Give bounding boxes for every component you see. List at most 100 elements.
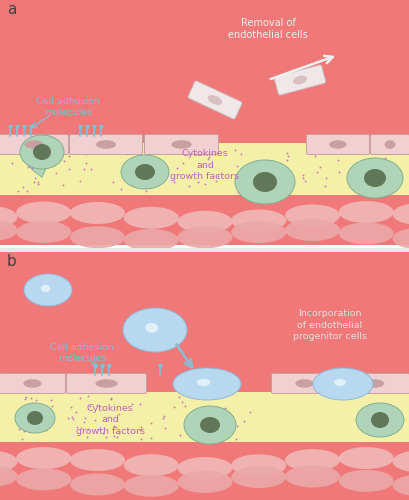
Point [215, 392, 222, 400]
Point [66, 166, 72, 173]
Point [186, 182, 193, 190]
Point [16, 424, 22, 432]
Point [130, 180, 137, 188]
Ellipse shape [70, 474, 125, 496]
Point [382, 154, 388, 162]
Ellipse shape [339, 222, 394, 244]
FancyBboxPatch shape [0, 134, 68, 154]
Ellipse shape [339, 470, 394, 492]
Point [161, 412, 167, 420]
Text: a: a [7, 2, 16, 17]
Ellipse shape [393, 228, 409, 250]
Ellipse shape [146, 323, 158, 333]
Point [148, 434, 155, 442]
Point [39, 404, 46, 411]
Point [188, 412, 194, 420]
Point [72, 408, 79, 416]
Point [44, 148, 50, 156]
Point [232, 146, 238, 154]
Ellipse shape [0, 219, 18, 241]
Point [118, 144, 124, 152]
Point [239, 175, 246, 183]
Point [69, 413, 75, 421]
Point [23, 393, 29, 401]
Point [133, 164, 139, 172]
Bar [0, 392, 409, 442]
Point [117, 186, 124, 194]
Ellipse shape [41, 285, 50, 292]
Point [47, 396, 54, 404]
Bar [0, 252, 409, 500]
Ellipse shape [253, 172, 277, 192]
Point [352, 173, 359, 181]
Ellipse shape [285, 219, 340, 241]
Ellipse shape [231, 466, 286, 488]
Point [204, 436, 211, 444]
Point [186, 432, 193, 440]
Point [99, 428, 106, 436]
Ellipse shape [15, 403, 55, 433]
Ellipse shape [356, 403, 404, 437]
Point [82, 158, 89, 166]
Bar [0, 248, 409, 252]
Point [35, 180, 41, 188]
Point [28, 394, 34, 402]
Point [43, 426, 50, 434]
Ellipse shape [364, 169, 386, 187]
Point [83, 433, 90, 441]
Point [20, 183, 26, 191]
Ellipse shape [0, 450, 18, 472]
Ellipse shape [285, 449, 340, 471]
Point [78, 424, 84, 432]
Ellipse shape [393, 203, 409, 225]
Point [35, 178, 42, 186]
Ellipse shape [96, 140, 116, 149]
Point [305, 147, 312, 155]
Point [142, 166, 149, 173]
Point [368, 155, 375, 163]
Point [182, 402, 188, 410]
Ellipse shape [123, 308, 187, 352]
Point [31, 174, 38, 182]
Point [15, 188, 21, 196]
Point [234, 176, 240, 184]
Ellipse shape [135, 164, 155, 180]
Point [347, 174, 353, 182]
Point [137, 400, 143, 408]
Point [81, 418, 88, 426]
Point [105, 144, 112, 152]
Ellipse shape [0, 465, 18, 487]
Point [9, 158, 16, 166]
Point [171, 178, 178, 186]
Point [227, 410, 234, 418]
Point [103, 434, 109, 442]
Point [128, 400, 135, 407]
Point [213, 422, 219, 430]
Ellipse shape [285, 466, 340, 487]
Point [25, 163, 31, 171]
Ellipse shape [197, 379, 210, 386]
FancyBboxPatch shape [272, 374, 337, 394]
Point [72, 146, 78, 154]
Point [85, 392, 92, 400]
Point [138, 422, 144, 430]
Point [92, 416, 98, 424]
Ellipse shape [231, 454, 286, 476]
Ellipse shape [365, 379, 384, 388]
Ellipse shape [16, 202, 71, 224]
FancyBboxPatch shape [188, 81, 242, 119]
Ellipse shape [171, 140, 192, 149]
Text: Cytokines
and
growth factors: Cytokines and growth factors [171, 150, 240, 180]
Point [235, 188, 242, 196]
Point [249, 170, 256, 178]
Ellipse shape [184, 406, 236, 444]
Point [130, 176, 137, 184]
Point [82, 414, 88, 422]
Ellipse shape [124, 454, 179, 476]
Point [113, 424, 120, 432]
Point [111, 432, 118, 440]
Ellipse shape [339, 447, 394, 469]
Ellipse shape [24, 274, 72, 306]
Point [314, 168, 321, 176]
Point [125, 164, 132, 172]
